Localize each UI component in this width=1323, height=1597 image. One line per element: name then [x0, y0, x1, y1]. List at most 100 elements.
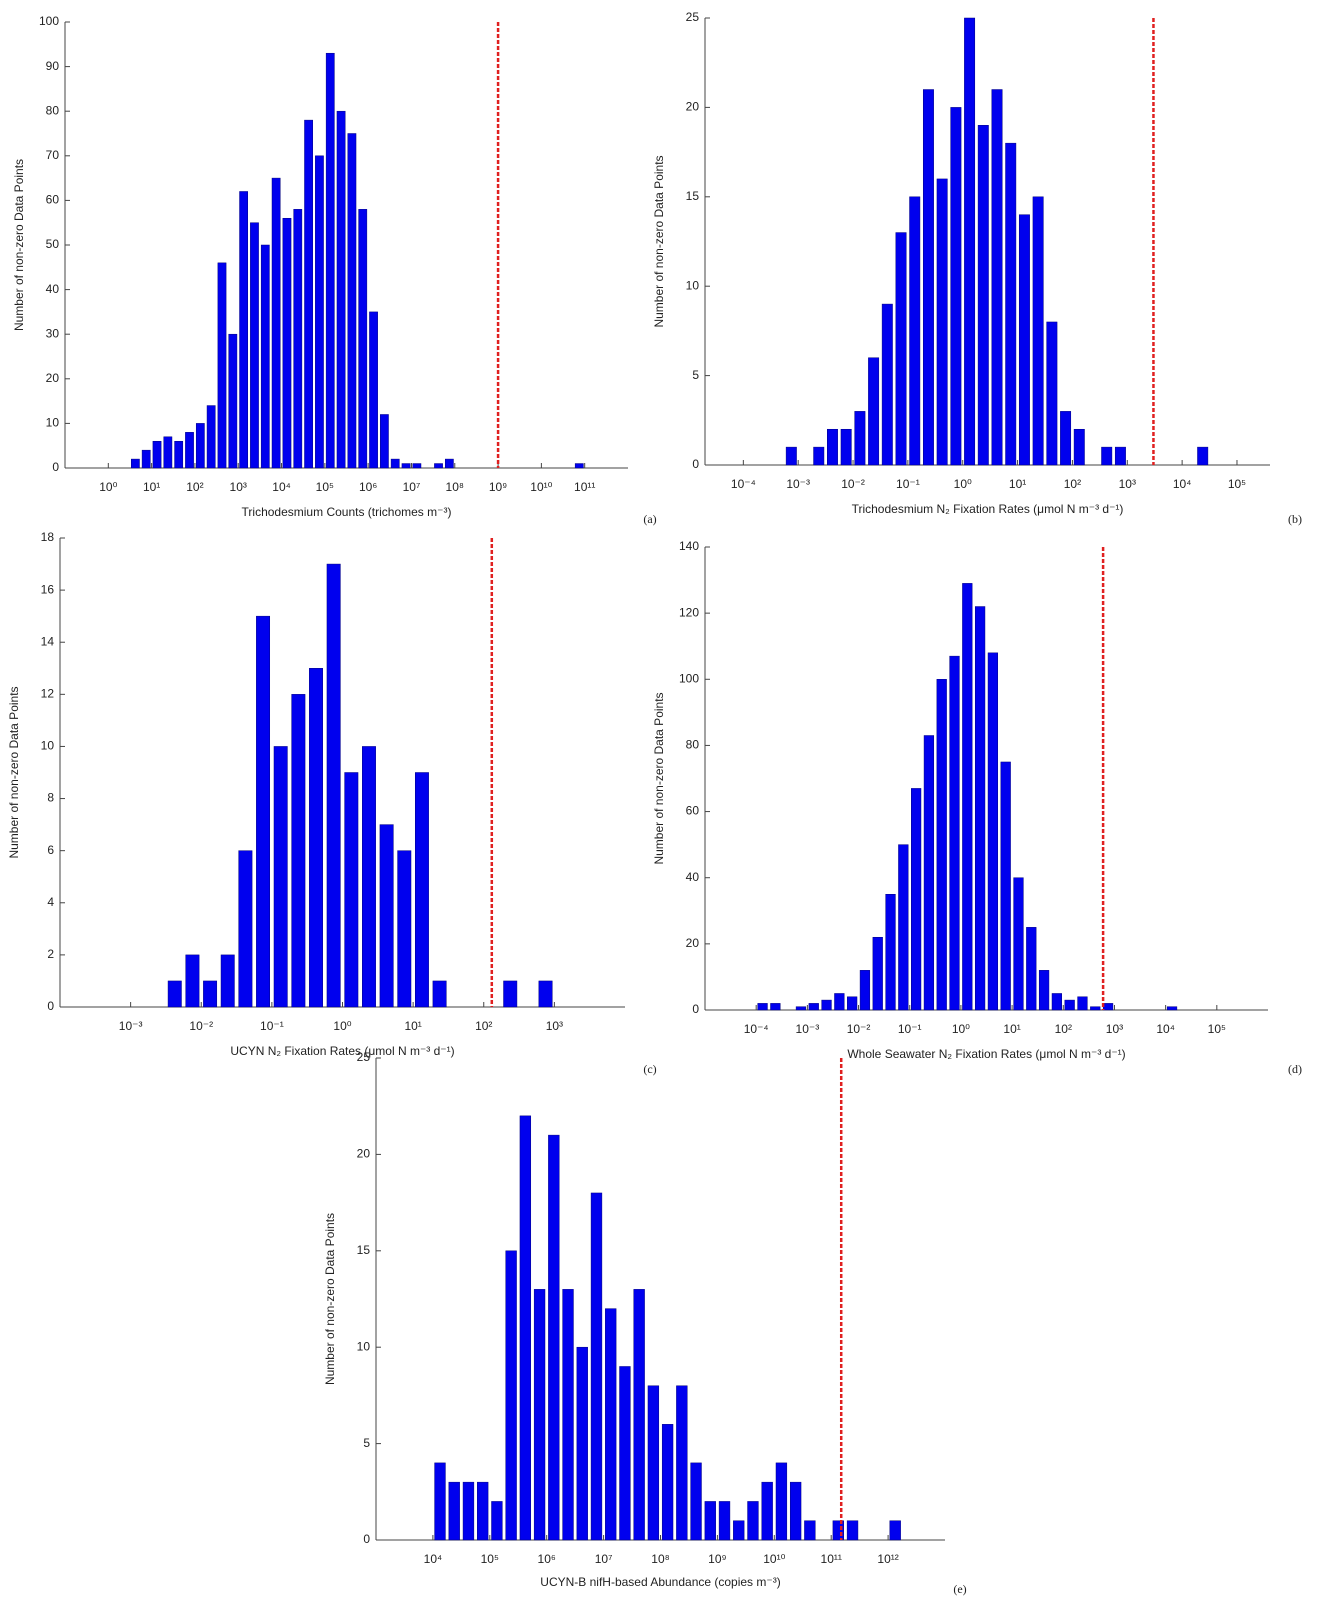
- panel-label: (e): [953, 1582, 966, 1596]
- y-tick-label: 0: [692, 457, 699, 471]
- bar: [987, 652, 999, 1011]
- bar: [562, 1289, 574, 1541]
- bar: [923, 735, 935, 1011]
- y-tick-label: 15: [357, 1243, 371, 1257]
- panel: 0 5 10 15 20 25 10⁴ 10⁵ 10⁶ 10⁷ 10⁸ 10⁹ 10¹⁰ 10¹¹ 10¹²…: [323, 1050, 966, 1596]
- bar: [889, 1520, 901, 1541]
- y-tick-label: 15: [686, 189, 700, 203]
- bar: [462, 1481, 475, 1541]
- x-tick-label: 10¹⁰: [530, 480, 552, 494]
- y-tick-label: 10: [357, 1339, 371, 1353]
- bar: [1018, 214, 1030, 466]
- x-tick-label: 10⁸: [651, 1552, 669, 1566]
- x-tick-label: 10⁹: [708, 1552, 727, 1566]
- x-tick-label: 10⁰: [952, 1022, 970, 1036]
- x-tick-label: 10³: [230, 480, 247, 494]
- bar: [898, 844, 909, 1011]
- x-tick-label: 10¹¹: [821, 1552, 842, 1566]
- bar: [503, 980, 518, 1008]
- y-axis-label: Number of non-zero Data Points: [652, 155, 666, 327]
- bar: [1077, 996, 1088, 1011]
- y-tick-label: 80: [686, 738, 700, 752]
- bar: [922, 89, 934, 466]
- bar: [909, 196, 921, 466]
- bar: [895, 232, 907, 466]
- bar: [747, 1501, 759, 1541]
- bar: [325, 52, 335, 469]
- bar: [1046, 321, 1058, 466]
- x-tick-label: 10²: [475, 1019, 492, 1033]
- bar: [590, 1192, 603, 1541]
- x-tick-label: 10¹⁰: [763, 1552, 785, 1566]
- bar: [347, 133, 357, 469]
- x-tick-label: 10¹¹: [574, 480, 595, 494]
- x-tick-label: 10⁷: [595, 1552, 613, 1566]
- y-tick-label: 30: [46, 326, 60, 340]
- bar: [152, 440, 162, 469]
- x-tick-label: 10¹: [404, 1019, 421, 1033]
- bar: [538, 980, 553, 1008]
- bar: [911, 788, 922, 1011]
- x-tick-label: 10⁴: [1173, 477, 1192, 491]
- bar: [167, 980, 182, 1008]
- bar: [1166, 1006, 1178, 1011]
- bar: [185, 432, 194, 469]
- x-tick-label: 10⁻¹: [260, 1019, 284, 1033]
- y-tick-label: 18: [41, 530, 55, 544]
- bar: [195, 423, 205, 469]
- y-tick-label: 140: [679, 539, 699, 553]
- bar: [432, 980, 447, 1008]
- bar: [379, 824, 394, 1008]
- x-tick-label: 10⁴: [1156, 1022, 1175, 1036]
- bar: [950, 107, 962, 466]
- bar: [827, 428, 838, 466]
- bar: [832, 1520, 844, 1541]
- bar: [293, 209, 303, 469]
- bar: [256, 615, 271, 1008]
- bar: [977, 125, 989, 466]
- bar: [358, 209, 368, 469]
- bar: [239, 191, 249, 469]
- x-tick-label: 10¹: [1009, 477, 1026, 491]
- panel-label: (d): [1288, 1062, 1302, 1076]
- bar: [619, 1366, 631, 1541]
- y-axis-label: Number of non-zero Data Points: [652, 692, 666, 864]
- bar: [344, 772, 359, 1008]
- y-tick-label: 10: [686, 278, 700, 292]
- y-tick-label: 40: [686, 870, 700, 884]
- x-tick-label: 10³: [1106, 1022, 1123, 1036]
- panel-label: (a): [643, 512, 656, 526]
- x-axis-label: Trichodesmium N₂ Fixation Rates (μmol N …: [852, 502, 1124, 516]
- bar: [974, 606, 986, 1011]
- bar: [380, 414, 389, 469]
- bar: [203, 980, 218, 1008]
- bar: [991, 89, 1003, 466]
- bar: [315, 155, 324, 469]
- y-tick-label: 25: [357, 1050, 371, 1064]
- x-tick-label: 10⁻²: [841, 477, 865, 491]
- y-tick-label: 0: [692, 1002, 699, 1016]
- y-tick-label: 20: [46, 371, 60, 385]
- x-tick-label: 10⁸: [446, 480, 464, 494]
- bar: [273, 746, 288, 1008]
- bar: [1101, 446, 1113, 466]
- x-tick-label: 10⁻¹: [898, 1022, 922, 1036]
- bar: [576, 1346, 588, 1541]
- x-tick-label: 10¹: [1003, 1022, 1020, 1036]
- bar: [282, 217, 292, 469]
- bar: [704, 1501, 716, 1541]
- bar: [185, 954, 200, 1008]
- bar: [163, 436, 173, 469]
- y-tick-label: 0: [363, 1532, 370, 1546]
- y-tick-label: 4: [47, 895, 54, 909]
- bar: [362, 746, 376, 1008]
- x-axis-label: UCYN-B nifH-based Abundance (copies m⁻³): [540, 1575, 780, 1589]
- bar: [936, 178, 948, 466]
- bar: [174, 440, 184, 469]
- bar: [859, 970, 871, 1011]
- bar: [401, 463, 411, 469]
- bar: [220, 954, 235, 1008]
- x-tick-label: 10⁵: [1208, 1022, 1226, 1036]
- y-tick-label: 14: [41, 634, 55, 648]
- panel: 0 20 40 60 80 100 120 140 10⁻⁴ 10⁻³ 10⁻² 10⁻¹ 10⁰ 10¹…: [652, 539, 1302, 1076]
